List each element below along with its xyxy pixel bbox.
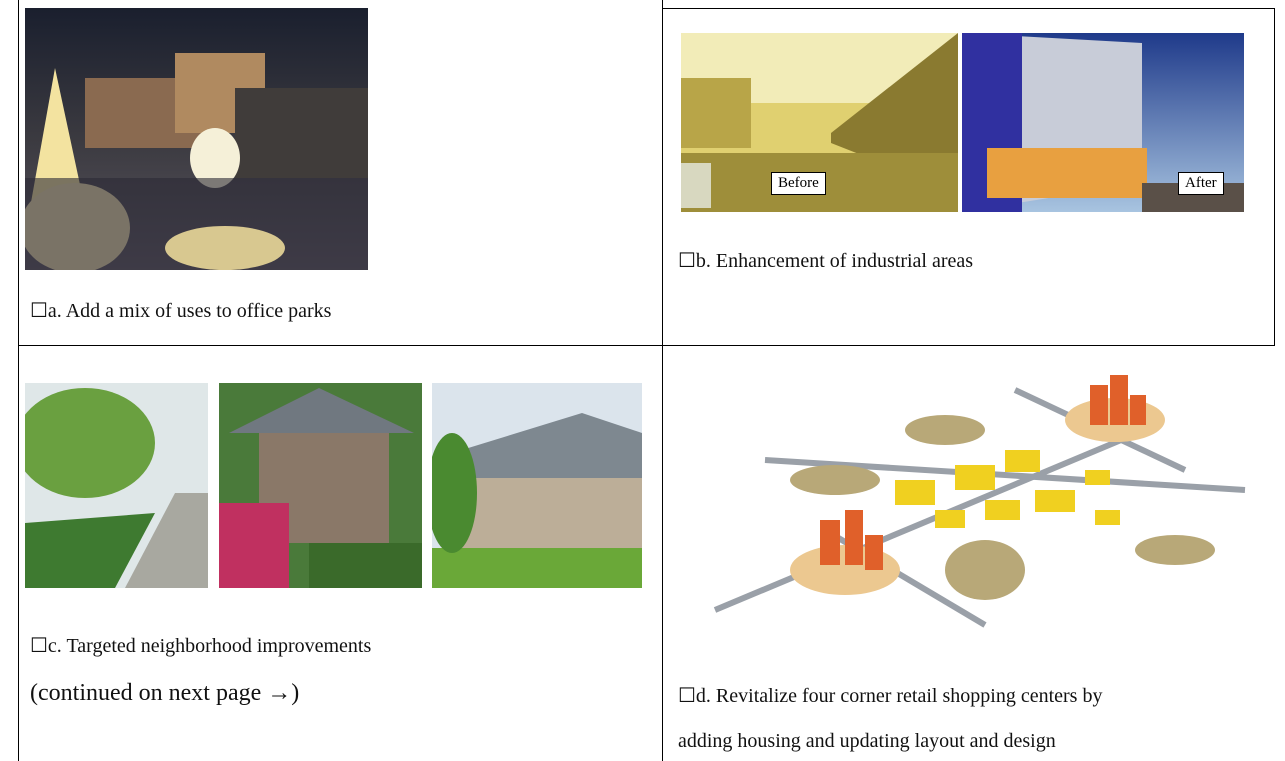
photo-entrance — [219, 383, 422, 588]
after-label: After — [1178, 172, 1224, 195]
caption: ☐b. Enhancement of industrial areas — [678, 248, 973, 273]
diagram-four-corner — [705, 370, 1262, 635]
table-border — [662, 0, 663, 761]
note: (continued on next page →) — [30, 680, 299, 707]
caption: ☐a. Add a mix of uses to office parks — [30, 298, 331, 323]
caption: ☐d. Revitalize four corner retail shoppi… — [678, 683, 1102, 708]
caption: ☐c. Targeted neighborhood improvements — [30, 633, 371, 658]
table-border — [18, 0, 19, 761]
page: ☐a. Add a mix of uses to office parks Be… — [0, 0, 1285, 761]
table-border — [1274, 8, 1275, 346]
photo-street — [25, 383, 208, 588]
before-label: Before — [771, 172, 826, 195]
caption: adding housing and updating layout and d… — [678, 730, 1056, 753]
table-border — [662, 8, 1275, 9]
photo-office-park — [25, 8, 368, 270]
photo-house — [432, 383, 642, 588]
table-border — [18, 345, 1275, 346]
